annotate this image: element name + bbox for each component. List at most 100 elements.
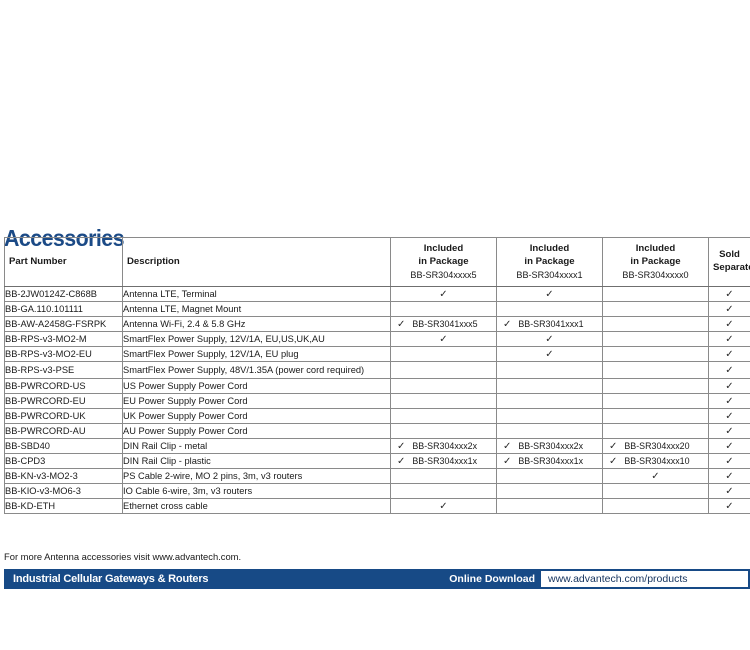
cell-included-package-2 — [496, 393, 603, 410]
cell-included-package-3 — [602, 393, 709, 410]
product-url-link[interactable]: www.advantech.com/products — [541, 571, 748, 587]
cell-included-package-2: ✓ — [496, 331, 603, 347]
cell-sold-separately: ✓ — [708, 301, 750, 317]
cell-sold-separately: ✓ — [708, 423, 750, 440]
footer-bar: Industrial Cellular Gateways & Routers O… — [4, 569, 750, 589]
package-code: BB-SR304xxx1x — [412, 455, 478, 466]
check-icon: ✓ — [725, 318, 734, 330]
cell-included-package-2 — [496, 498, 603, 515]
cell-description: UK Power Supply Power Cord — [122, 408, 391, 425]
accessories-table: Part Number Description Included in Pack… — [4, 237, 750, 515]
column-header-description: Description — [122, 237, 391, 287]
cell-included-package-1 — [390, 301, 497, 317]
cell-included-package-3 — [602, 346, 709, 362]
column-header-part-number: Part Number — [4, 237, 123, 287]
check-icon: ✓ — [725, 303, 734, 315]
table-row: BB-RPS-v3-MO2-EU SmartFlex Power Supply, … — [4, 346, 750, 362]
cell-included-package-1: ✓ BB-SR304xxx2x — [390, 438, 497, 455]
cell-included-package-3: ✓ BB-SR304xxx20 — [602, 438, 709, 455]
table-row: BB-PWRCORD-UK UK Power Supply Power Cord ✓ — [4, 408, 750, 425]
check-icon: ✓ — [397, 455, 406, 467]
cell-included-package-3 — [602, 378, 709, 395]
cell-included-package-1: ✓ — [390, 498, 497, 515]
cell-included-package-2: ✓ BB-SR3041xxx1 — [496, 316, 603, 332]
cell-included-package-1 — [390, 483, 497, 500]
pkg3-line1: Included — [635, 242, 676, 254]
cell-included-package-3 — [602, 316, 709, 332]
package-code: BB-SR304xxx2x — [412, 440, 478, 451]
cell-included-package-1: ✓ BB-SR304xxx1x — [390, 453, 497, 470]
table-row: BB-AW-A2458G-FSRPK Antenna Wi-Fi, 2.4 & 5… — [4, 316, 750, 332]
table-row: BB-PWRCORD-US US Power Supply Power Cord ✓ — [4, 378, 750, 395]
cell-part-number: BB-KIO-v3-MO6-3 — [4, 483, 123, 500]
column-header-included-package-0: Included in Package BB-SR304xxxx0 — [602, 237, 709, 287]
package-code: BB-SR304xxx1x — [518, 455, 584, 466]
pkg1-line2: in Package — [418, 255, 469, 267]
cell-description: Antenna LTE, Terminal — [122, 286, 391, 302]
table-row: BB-2JW0124Z-C868B Antenna LTE, Terminal ✓ ✓… — [4, 286, 750, 302]
check-icon: ✓ — [725, 410, 734, 422]
cell-included-package-2 — [496, 423, 603, 440]
check-icon: ✓ — [609, 440, 618, 452]
check-icon: ✓ — [397, 318, 406, 330]
package-code: BB-SR304xxx2x — [518, 440, 584, 451]
cell-part-number: BB-PWRCORD-AU — [4, 423, 123, 440]
cell-sold-separately: ✓ — [708, 438, 750, 455]
cell-included-package-2: ✓ — [496, 346, 603, 362]
table-row: BB-KIO-v3-MO6-3 IO Cable 6-wire, 3m, v3 r… — [4, 483, 750, 500]
check-icon: ✓ — [439, 500, 448, 512]
check-icon: ✓ — [725, 333, 734, 345]
pkg3-code: BB-SR304xxxx0 — [622, 270, 689, 281]
accessories-table-container: Part Number Description Included in Pack… — [4, 237, 750, 515]
cell-description: IO Cable 6-wire, 3m, v3 routers — [122, 483, 391, 500]
check-icon: ✓ — [609, 455, 618, 467]
cell-part-number: BB-CPD3 — [4, 453, 123, 470]
package-code: BB-SR3041xxx1 — [518, 318, 584, 329]
cell-part-number: BB-SBD40 — [4, 438, 123, 455]
check-icon: ✓ — [545, 348, 554, 360]
table-row: BB-KD-ETH Ethernet cross cable ✓ ✓ — [4, 498, 750, 515]
check-icon: ✓ — [725, 364, 734, 376]
cell-part-number: BB-KN-v3-MO2-3 — [4, 468, 123, 485]
cell-sold-separately: ✓ — [708, 483, 750, 500]
cell-part-number: BB-GA.110.101111 — [4, 301, 123, 317]
package-code: BB-SR304xxx20 — [624, 440, 690, 451]
pkg1-line1: Included — [423, 242, 464, 254]
check-icon: ✓ — [725, 425, 734, 437]
cell-part-number: BB-PWRCORD-UK — [4, 408, 123, 425]
pkg2-line1: Included — [529, 242, 570, 254]
cell-sold-separately: ✓ — [708, 408, 750, 425]
table-row: BB-PWRCORD-EU EU Power Supply Power Cord ✓ — [4, 393, 750, 410]
column-header-sold-separately: Sold Separately — [708, 237, 750, 287]
cell-included-package-3 — [602, 423, 709, 440]
cell-included-package-2 — [496, 483, 603, 500]
table-row: BB-CPD3 DIN Rail Clip - plastic ✓ BB-SR304x… — [4, 453, 750, 470]
cell-part-number: BB-RPS-v3-MO2-EU — [4, 346, 123, 362]
cell-included-package-3 — [602, 408, 709, 425]
cell-included-package-1: ✓ BB-SR3041xxx5 — [390, 316, 497, 332]
table-row: BB-RPS-v3-PSE SmartFlex Power Supply, 48V… — [4, 360, 750, 380]
check-icon: ✓ — [439, 288, 448, 300]
cell-part-number: BB-2JW0124Z-C868B — [4, 286, 123, 302]
check-icon: ✓ — [725, 395, 734, 407]
check-icon: ✓ — [397, 440, 406, 452]
cell-sold-separately: ✓ — [708, 316, 750, 332]
cell-part-number: BB-KD-ETH — [4, 498, 123, 515]
cell-included-package-1: ✓ — [390, 331, 497, 347]
table-body: BB-2JW0124Z-C868B Antenna LTE, Terminal ✓ ✓… — [4, 286, 750, 515]
cell-included-package-3: ✓ — [602, 468, 709, 485]
cell-sold-separately: ✓ — [708, 498, 750, 515]
cell-included-package-2: ✓ BB-SR304xxx1x — [496, 453, 603, 470]
cell-sold-separately: ✓ — [708, 453, 750, 470]
cell-sold-separately: ✓ — [708, 346, 750, 362]
cell-included-package-1 — [390, 408, 497, 425]
antenna-footnote: For more Antenna accessories visit www.a… — [4, 551, 242, 562]
pkg2-code: BB-SR304xxxx1 — [516, 270, 583, 281]
cell-included-package-1 — [390, 468, 497, 485]
cell-sold-separately: ✓ — [708, 360, 750, 380]
check-icon: ✓ — [725, 485, 734, 497]
cell-included-package-2 — [496, 301, 603, 317]
pkg1-code: BB-SR304xxxx5 — [410, 270, 477, 281]
cell-description: DIN Rail Clip - metal — [122, 438, 391, 455]
